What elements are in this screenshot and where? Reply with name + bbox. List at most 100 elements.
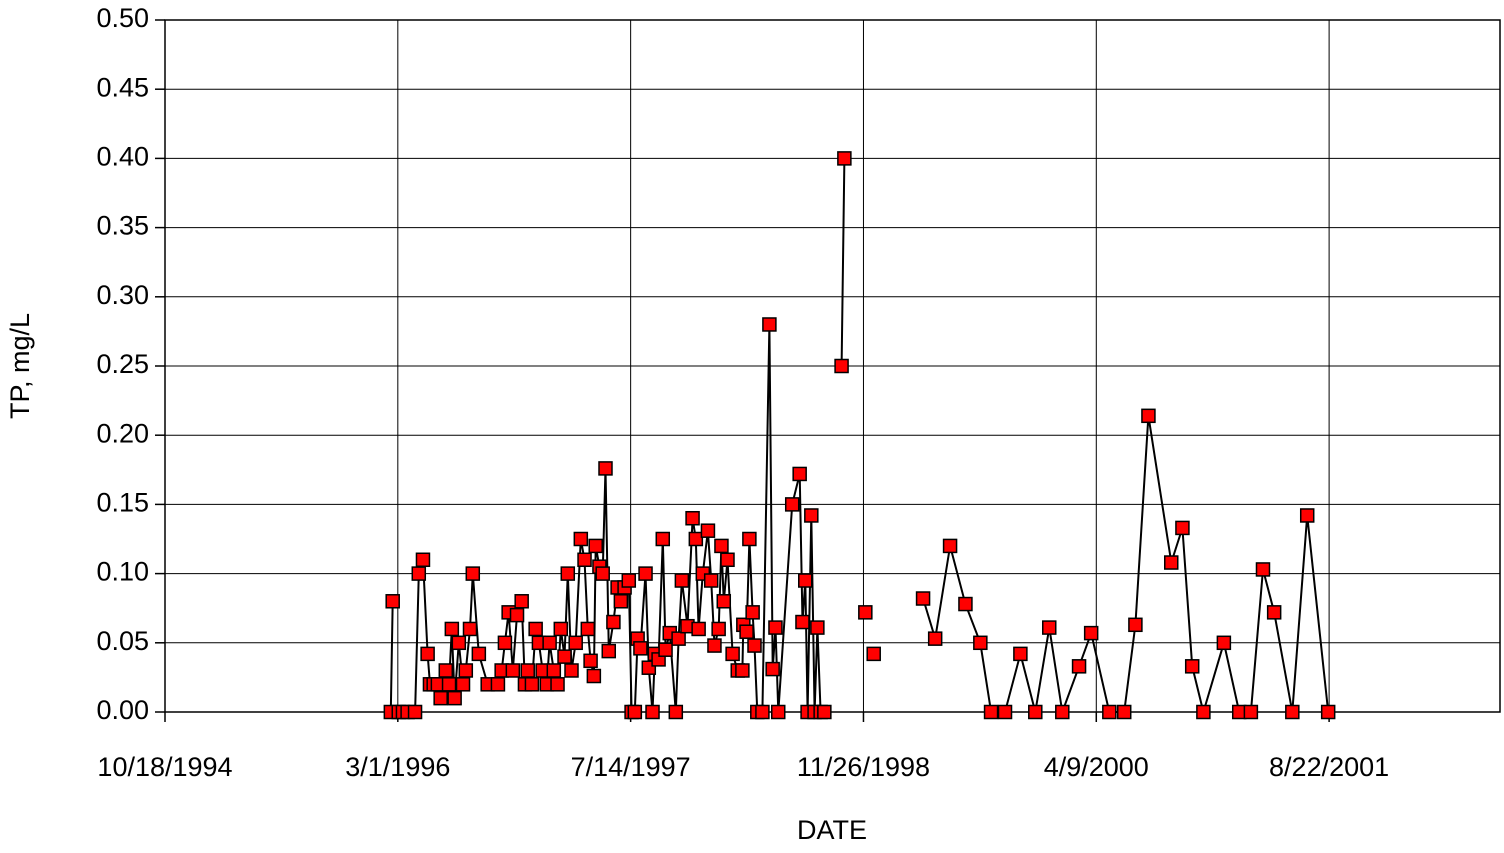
marker — [505, 663, 521, 678]
marker — [795, 614, 810, 630]
marker — [580, 621, 596, 637]
marker — [553, 621, 569, 637]
marker — [1299, 508, 1315, 523]
marker — [633, 641, 648, 656]
marker — [588, 538, 603, 554]
marker — [739, 624, 754, 639]
marker — [1285, 704, 1300, 720]
marker — [490, 677, 506, 692]
marker — [1184, 659, 1200, 674]
marker — [606, 614, 621, 630]
marker — [627, 704, 643, 720]
marker — [765, 661, 780, 677]
marker — [411, 566, 427, 581]
marker — [745, 605, 760, 620]
marker — [1320, 704, 1336, 720]
marker — [837, 151, 852, 166]
marker — [546, 663, 562, 678]
marker — [385, 594, 400, 609]
marker — [700, 523, 716, 538]
marker — [586, 668, 602, 684]
x-tick-label: 10/18/1994 — [97, 752, 232, 782]
marker — [520, 663, 535, 678]
marker — [711, 621, 726, 637]
marker — [942, 538, 958, 554]
marker — [685, 510, 700, 526]
marker — [1116, 704, 1132, 720]
marker — [674, 573, 690, 588]
marker — [577, 552, 592, 568]
marker — [817, 704, 832, 720]
marker — [433, 690, 448, 706]
marker — [1243, 704, 1259, 720]
marker — [668, 704, 684, 720]
marker — [703, 573, 719, 588]
marker — [762, 317, 777, 332]
marker — [462, 621, 478, 637]
marker — [997, 704, 1013, 720]
y-tick-label: 0.15 — [96, 488, 149, 518]
marker — [1128, 617, 1143, 633]
marker — [804, 508, 819, 523]
marker — [447, 690, 462, 706]
y-tick-label: 0.40 — [96, 142, 149, 172]
y-tick-label: 0.45 — [96, 72, 149, 102]
marker — [768, 620, 783, 635]
plot-frame — [164, 19, 1501, 713]
marker — [973, 635, 988, 651]
marker — [557, 649, 572, 664]
marker — [514, 594, 529, 609]
marker — [866, 646, 881, 662]
marker — [792, 466, 807, 482]
marker — [455, 677, 471, 692]
y-tick-label: 0.25 — [96, 349, 149, 379]
marker — [714, 538, 729, 554]
marker — [583, 653, 598, 669]
y-tick-label: 0.00 — [96, 695, 149, 725]
marker — [471, 646, 487, 662]
marker — [742, 531, 757, 547]
marker — [958, 596, 973, 612]
marker — [1071, 659, 1087, 674]
marker — [595, 566, 610, 581]
marker — [1141, 408, 1156, 424]
marker — [1255, 562, 1271, 577]
marker — [834, 358, 849, 374]
marker — [798, 573, 813, 588]
marker — [1028, 704, 1043, 720]
marker — [568, 635, 583, 651]
y-tick-label: 0.20 — [96, 418, 149, 448]
marker — [458, 663, 474, 678]
marker — [465, 566, 481, 581]
marker — [735, 663, 750, 678]
marker — [1216, 635, 1232, 651]
marker — [420, 646, 435, 662]
marker — [598, 461, 613, 476]
y-axis-label: TP, mg/L — [5, 313, 35, 419]
y-tick-label: 0.05 — [96, 626, 149, 656]
marker — [927, 631, 943, 646]
marker — [542, 635, 557, 651]
y-tick-label: 0.50 — [96, 3, 149, 33]
marker — [613, 594, 629, 609]
x-tick-label: 8/22/2001 — [1269, 752, 1389, 782]
marker — [438, 663, 454, 678]
marker — [983, 704, 999, 720]
marker — [691, 621, 706, 637]
x-tick-label: 11/26/1998 — [797, 752, 930, 782]
marker — [1042, 620, 1057, 635]
marker — [1266, 605, 1282, 620]
marker — [451, 635, 467, 651]
marker — [771, 704, 786, 720]
marker — [658, 642, 673, 657]
marker — [1055, 704, 1070, 720]
marker — [707, 638, 722, 653]
marker — [1164, 555, 1179, 570]
marker — [688, 531, 704, 547]
marker — [573, 531, 589, 547]
marker — [645, 704, 660, 720]
marker — [915, 591, 931, 606]
marker — [524, 677, 540, 692]
